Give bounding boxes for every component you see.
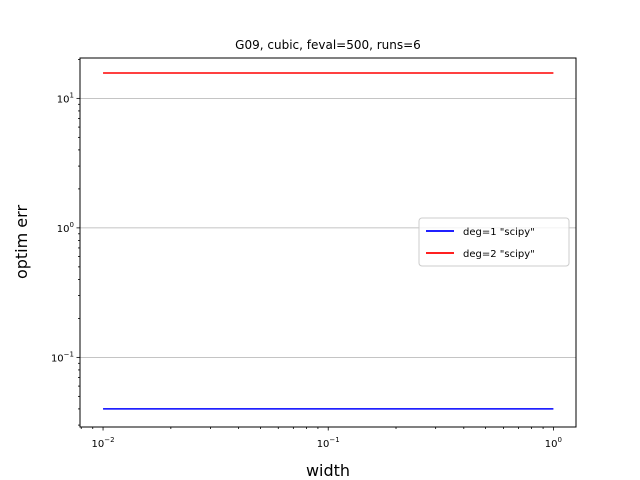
legend-frame <box>418 217 570 267</box>
x-tick-label: 100 <box>545 436 562 450</box>
plot-frame <box>79 57 577 428</box>
chart-title: G09, cubic, feval=500, runs=6 <box>235 38 421 52</box>
x-tick-label: 10−2 <box>92 436 115 450</box>
x-tick-label: 10−1 <box>317 436 340 450</box>
ticks-layer: 10−1 100 101 10−2 10−1 100 <box>51 58 562 450</box>
y-axis-label: optim err <box>12 205 31 279</box>
y-tick-label: 101 <box>57 91 74 105</box>
series-layer <box>103 72 554 410</box>
legend-label-deg1: deg=1 "scipy" <box>463 227 535 238</box>
legend: deg=1 "scipy" deg=2 "scipy" <box>418 217 570 267</box>
y-tick-label: 10−1 <box>51 350 74 364</box>
legend-label-deg2: deg=2 "scipy" <box>463 249 535 260</box>
x-axis-label: width <box>306 461 350 480</box>
y-tick-label: 100 <box>57 221 74 235</box>
